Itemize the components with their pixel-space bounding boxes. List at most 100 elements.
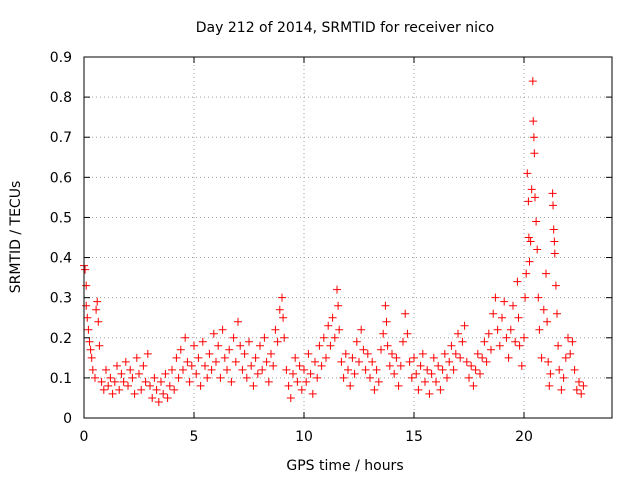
data-point: [328, 313, 337, 322]
data-point: [280, 333, 289, 342]
data-point: [205, 349, 214, 358]
data-point: [542, 269, 550, 278]
data-point: [146, 381, 154, 390]
data-point: [579, 381, 588, 390]
data-point: [128, 373, 137, 382]
data-point: [480, 337, 489, 346]
data-point: [539, 305, 548, 314]
data-point: [154, 397, 163, 406]
data-point: [223, 365, 231, 374]
data-point: [394, 381, 403, 390]
data-point: [117, 369, 126, 378]
data-point: [449, 365, 458, 374]
data-point: [434, 361, 443, 370]
data-point: [165, 381, 174, 390]
data-point: [520, 333, 528, 342]
data-point: [106, 373, 115, 382]
data-point: [491, 293, 500, 302]
data-point: [341, 349, 350, 358]
data-point: [478, 353, 487, 362]
data-point: [245, 337, 253, 346]
grid: [84, 57, 612, 418]
data-point: [126, 365, 135, 374]
data-point: [264, 377, 273, 386]
data-point: [511, 337, 520, 346]
data-point: [440, 349, 449, 358]
y-tick-label: 0.9: [50, 50, 72, 66]
data-point: [553, 309, 561, 318]
data-point: [392, 353, 401, 362]
data-point: [401, 309, 410, 318]
data-point: [229, 333, 238, 342]
data-point: [82, 281, 91, 290]
data-point: [489, 309, 498, 318]
data-point: [220, 353, 229, 362]
data-point: [421, 377, 429, 386]
data-point: [247, 361, 256, 370]
data-point: [523, 169, 532, 178]
data-point: [284, 381, 293, 390]
data-point: [130, 389, 139, 398]
data-point: [113, 361, 121, 370]
data-point: [291, 353, 300, 362]
data-point: [471, 365, 480, 374]
plot-frame: [83, 56, 613, 419]
data-point: [469, 381, 478, 390]
data-point: [399, 337, 407, 346]
data-point: [344, 365, 352, 374]
data-point: [137, 385, 146, 394]
data-point: [88, 365, 97, 374]
data-point: [190, 341, 198, 350]
data-point: [319, 333, 328, 342]
data-point: [275, 305, 284, 314]
data-point: [132, 353, 141, 362]
data-point: [297, 385, 306, 394]
data-point: [85, 337, 94, 346]
data-point: [174, 373, 183, 382]
data-point: [179, 365, 187, 374]
data-point: [436, 385, 445, 394]
data-point: [269, 361, 278, 370]
data-point: [513, 277, 522, 286]
data-point: [225, 345, 234, 354]
data-point: [385, 361, 394, 370]
data-point: [500, 297, 509, 306]
data-point: [473, 349, 482, 358]
data-point: [119, 377, 128, 386]
data-point: [487, 345, 495, 354]
data-point: [242, 373, 251, 382]
data-point: [396, 361, 405, 370]
data-point: [258, 365, 267, 374]
data-point: [482, 357, 491, 366]
data-point: [333, 285, 341, 294]
y-tick-label: 0.8: [50, 90, 72, 106]
data-point: [304, 349, 313, 358]
data-point: [203, 373, 212, 382]
data-point: [407, 373, 416, 382]
data-point: [454, 329, 462, 338]
data-point: [143, 349, 152, 358]
data-point: [159, 389, 168, 398]
data-point: [458, 337, 467, 346]
data-point: [324, 321, 333, 330]
data-point: [110, 377, 119, 386]
data-point: [201, 361, 209, 370]
data-point: [192, 369, 201, 378]
data-point: [86, 345, 95, 354]
data-point: [493, 325, 502, 334]
data-point: [326, 341, 335, 350]
data-point: [575, 377, 583, 386]
data-point: [460, 321, 469, 330]
data-point: [84, 325, 93, 334]
data-points: [80, 77, 588, 406]
data-point: [315, 341, 324, 350]
data-point: [506, 325, 515, 334]
data-point: [561, 353, 570, 362]
data-point: [102, 365, 110, 374]
data-point: [295, 361, 304, 370]
data-point: [524, 233, 533, 242]
data-point: [554, 341, 563, 350]
data-point: [414, 385, 423, 394]
data-point: [372, 365, 381, 374]
y-tick-label: 0.6: [50, 170, 72, 186]
